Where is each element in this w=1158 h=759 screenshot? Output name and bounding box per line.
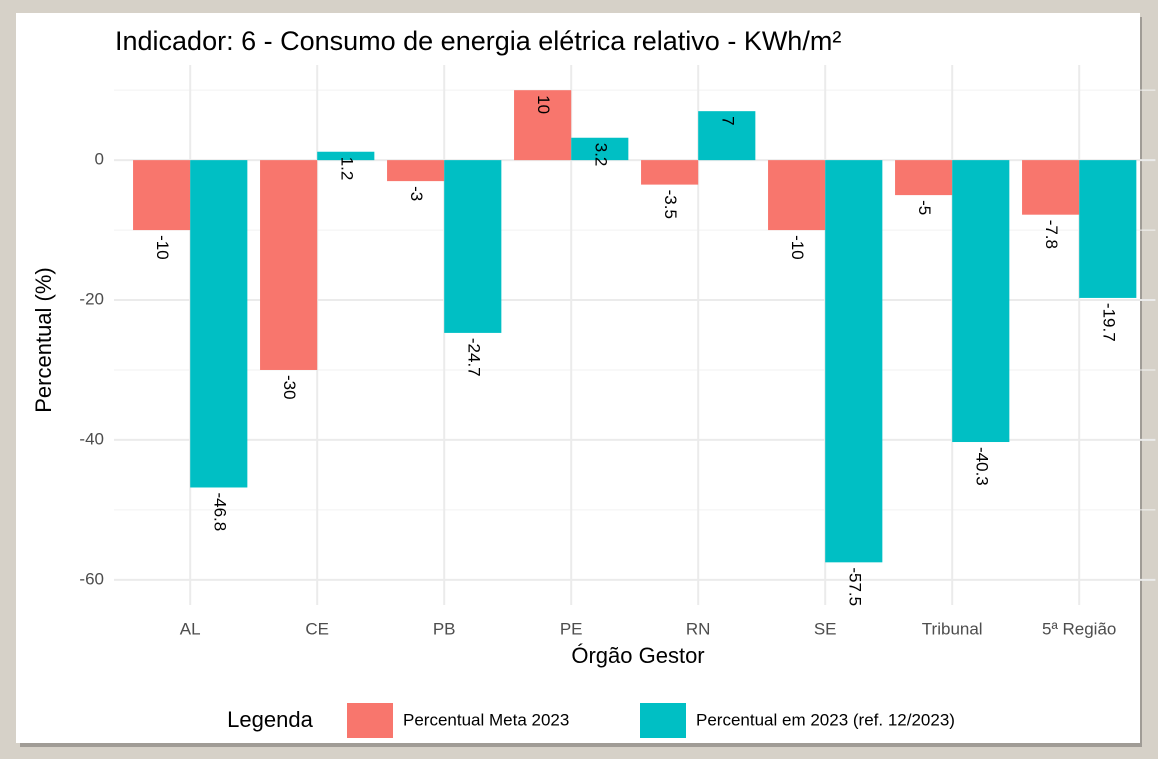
bar xyxy=(387,160,445,182)
bar xyxy=(571,137,629,161)
legend-title: Legenda xyxy=(227,707,313,732)
data-label: -3 xyxy=(407,186,426,201)
data-label: -10 xyxy=(153,235,172,260)
x-tick-label: PB xyxy=(433,619,456,638)
bar xyxy=(260,160,318,370)
data-label: -57.5 xyxy=(845,567,864,606)
x-tick-label: CE xyxy=(305,619,329,638)
data-label: 7 xyxy=(718,116,737,125)
x-axis-label: Órgão Gestor xyxy=(571,643,704,668)
x-tick-label: RN xyxy=(686,619,711,638)
x-tick-label: PE xyxy=(560,619,583,638)
bar xyxy=(190,160,248,488)
data-label: 1.2 xyxy=(337,157,356,181)
bar xyxy=(641,160,699,185)
y-tick-label: 0 xyxy=(95,150,104,169)
x-tick-label: SE xyxy=(814,619,837,638)
data-label: -30 xyxy=(280,375,299,400)
legend-key xyxy=(640,703,686,738)
bar xyxy=(698,111,756,161)
data-label: -24.7 xyxy=(464,338,483,377)
bar xyxy=(444,160,502,333)
bar xyxy=(317,151,375,161)
y-tick-label: -40 xyxy=(79,429,104,448)
x-tick-label: AL xyxy=(180,619,201,638)
y-tick-label: -20 xyxy=(79,290,104,309)
data-label: -5 xyxy=(915,200,934,215)
bar xyxy=(895,160,953,196)
bar xyxy=(952,160,1010,443)
bar xyxy=(1022,160,1080,215)
data-label: 10 xyxy=(534,95,553,114)
data-label: -19.7 xyxy=(1099,303,1118,342)
legend-label: Percentual Meta 2023 xyxy=(403,710,569,729)
data-label: -46.8 xyxy=(210,492,229,531)
bar xyxy=(1079,160,1137,298)
bar xyxy=(768,160,826,231)
x-tick-label: 5ª Região xyxy=(1042,619,1116,638)
bar xyxy=(133,160,191,231)
x-tick-label: Tribunal xyxy=(922,619,983,638)
data-label: -40.3 xyxy=(972,447,991,486)
chart-title: Indicador: 6 - Consumo de energia elétri… xyxy=(115,26,841,56)
legend-label: Percentual em 2023 (ref. 12/2023) xyxy=(696,710,955,729)
bar xyxy=(514,90,572,161)
bar xyxy=(825,160,883,563)
data-label: 3.2 xyxy=(591,143,610,167)
data-label: -7.8 xyxy=(1042,220,1061,249)
y-tick-label: -60 xyxy=(79,569,104,588)
y-axis-label: Percentual (%) xyxy=(31,267,56,413)
data-label: -10 xyxy=(788,235,807,260)
legend-key xyxy=(347,703,393,738)
data-label: -3.5 xyxy=(661,190,680,219)
